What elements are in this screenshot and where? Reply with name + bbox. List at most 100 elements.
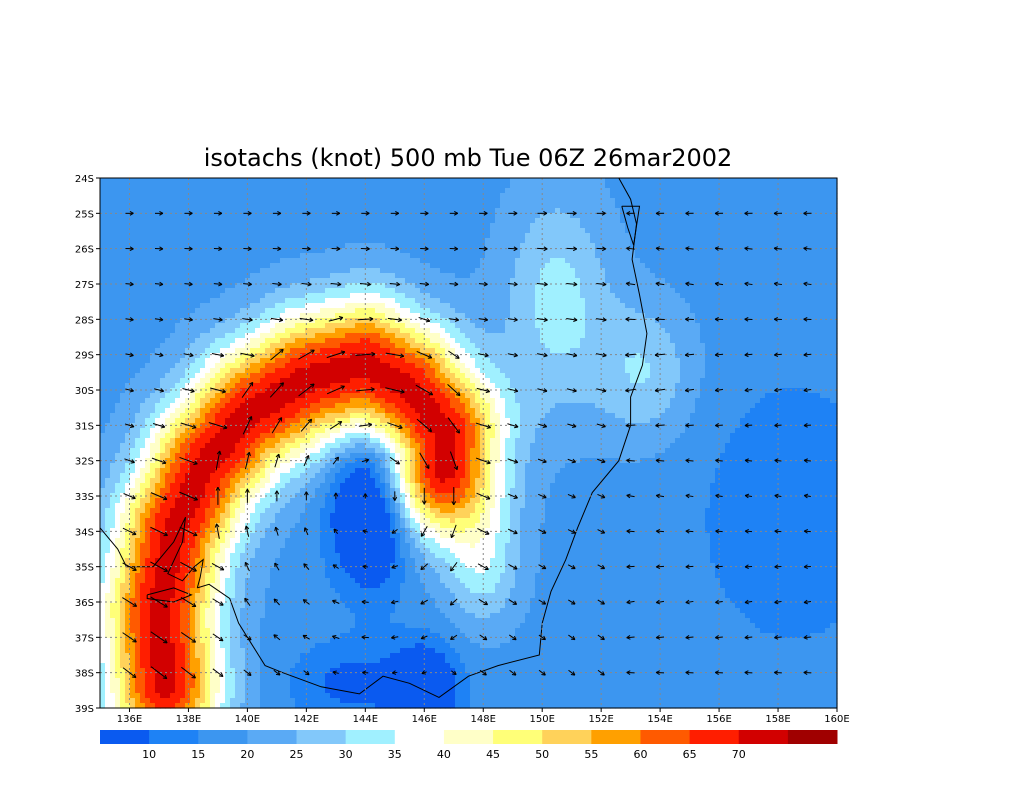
field-cell-4234	[550, 318, 556, 324]
field-cell-4420	[740, 323, 746, 329]
field-cell-198	[350, 183, 356, 189]
field-cell-4637	[345, 333, 351, 339]
field-cell-2118	[330, 248, 336, 254]
field-cell-4897	[165, 343, 171, 349]
field-cell-2618	[610, 263, 616, 269]
field-cell-2246	[230, 253, 236, 259]
field-cell-244	[580, 183, 586, 189]
field-cell-1779	[115, 238, 121, 244]
field-cell-4533	[565, 328, 571, 334]
field-cell-4538	[590, 328, 596, 334]
field-cell-326	[250, 188, 256, 194]
field-cell-325	[245, 188, 251, 194]
field-cell-4517	[485, 328, 491, 334]
field-cell-602	[150, 198, 156, 204]
field-cell-3776	[480, 303, 486, 309]
field-cell-863	[715, 203, 721, 209]
field-cell-4685	[585, 333, 591, 339]
field-cell-4855	[695, 338, 701, 344]
field-cell-976	[540, 208, 546, 214]
field-cell-4573	[765, 328, 771, 334]
field-cell-3592	[300, 298, 306, 304]
field-cell-2988	[240, 278, 246, 284]
field-cell-584	[800, 193, 806, 199]
field-cell-733	[805, 198, 811, 204]
field-cell-1502	[210, 228, 216, 234]
field-cell-371	[475, 188, 481, 194]
field-cell-4946	[410, 343, 416, 349]
field-cell-1032	[820, 208, 826, 214]
field-cell-335	[295, 188, 301, 194]
field-cell-3552	[100, 298, 106, 304]
field-cell-735	[815, 198, 821, 204]
field-cell-4096	[600, 313, 606, 319]
field-cell-1452	[700, 223, 706, 229]
field-cell-1843	[435, 238, 441, 244]
field-cell-3591	[295, 298, 301, 304]
field-cell-2771	[635, 268, 641, 274]
field-cell-3374	[690, 288, 696, 294]
field-cell-4075	[495, 313, 501, 319]
field-cell-3166	[390, 283, 396, 289]
field-cell-119	[695, 178, 701, 184]
field-cell-4488	[340, 328, 346, 334]
field-cell-1805	[245, 238, 251, 244]
field-cell-3162	[370, 283, 376, 289]
field-cell-983	[575, 208, 581, 214]
field-cell-747	[135, 203, 141, 209]
field-cell-1786	[150, 238, 156, 244]
field-cell-1636	[140, 233, 146, 239]
field-cell-155	[135, 183, 141, 189]
field-cell-1729	[605, 233, 611, 239]
field-cell-2101	[245, 248, 251, 254]
field-cell-1025	[785, 208, 791, 214]
field-cell-2851	[295, 273, 301, 279]
field-cell-55	[375, 178, 381, 184]
field-cell-2321	[605, 253, 611, 259]
field-cell-1295	[655, 218, 661, 224]
field-cell-2212	[800, 248, 806, 254]
field-cell-2372	[120, 258, 126, 264]
field-cell-42	[310, 178, 316, 184]
field-cell-3285	[245, 288, 251, 294]
field-cell-2285	[425, 253, 431, 259]
field-cell-4692	[620, 333, 626, 339]
field-cell-3786	[530, 303, 536, 309]
field-cell-1328	[820, 218, 826, 224]
field-cell-1245	[405, 218, 411, 224]
field-cell-972	[520, 208, 526, 214]
field-cell-922	[270, 208, 276, 214]
field-cell-2501	[765, 258, 771, 264]
field-cell-1978	[370, 243, 376, 249]
field-cell-3658	[630, 298, 636, 304]
field-cell-4983	[595, 343, 601, 349]
field-cell-4822	[530, 338, 536, 344]
field-cell-3255	[835, 283, 838, 289]
field-cell-3933	[525, 308, 531, 314]
field-cell-1899	[715, 238, 721, 244]
field-cell-472	[240, 193, 246, 199]
field-cell-4595	[135, 333, 141, 339]
field-cell-1418	[530, 223, 536, 229]
field-cell-2386	[190, 258, 196, 264]
field-cell-1532	[360, 228, 366, 234]
field-cell-4549	[645, 328, 651, 334]
field-cell-3802	[610, 303, 616, 309]
field-cell-3046	[530, 278, 536, 284]
field-cell-351	[375, 188, 381, 194]
field-cell-3150	[310, 283, 316, 289]
field-cell-4820	[520, 338, 526, 344]
field-cell-2470	[610, 258, 616, 264]
field-cell-3040	[500, 278, 506, 284]
field-cell-796	[380, 203, 386, 209]
field-cell-2735	[455, 268, 461, 274]
field-cell-1868	[560, 238, 566, 244]
field-cell-2917	[625, 273, 631, 279]
field-cell-4847	[655, 338, 661, 344]
field-cell-4565	[725, 328, 731, 334]
field-cell-2487	[695, 258, 701, 264]
field-cell-1557	[485, 228, 491, 234]
field-cell-3629	[485, 298, 491, 304]
field-cell-1395	[415, 223, 421, 229]
field-cell-2030	[630, 243, 636, 249]
